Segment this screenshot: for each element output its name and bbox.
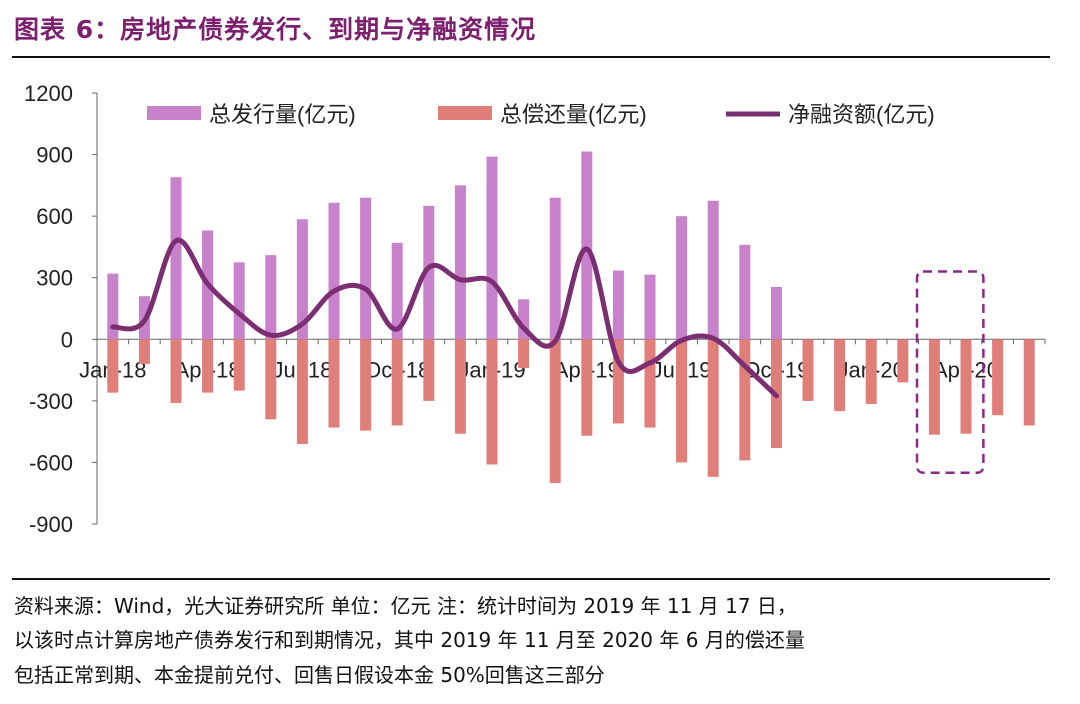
issuance-bar — [296, 219, 308, 340]
repayment-bar — [549, 339, 561, 483]
issuance-bar — [423, 205, 435, 340]
y-tick-label: -300 — [29, 389, 73, 414]
annotation — [915, 270, 985, 474]
source-note-line3: 包括正常到期、本金提前兑付、回售日假设本金 50%回售这三部分 — [14, 663, 605, 687]
y-tick-label: 300 — [36, 266, 73, 291]
issuance-bar — [739, 244, 751, 340]
issuance-bar — [391, 242, 403, 340]
issuance-bar — [549, 197, 561, 340]
repayment-bar — [518, 339, 530, 369]
issuance-bar — [107, 273, 119, 340]
repayment-bar — [834, 339, 846, 412]
repayment-bar — [202, 339, 214, 393]
repayment-bar — [138, 339, 150, 364]
legend-label: 净融资额(亿元) — [788, 102, 935, 127]
y-tick-label: -900 — [29, 512, 73, 537]
legend-label: 总发行量(亿元) — [209, 102, 356, 127]
issuance-bar — [486, 156, 498, 340]
issuance-bar — [265, 255, 277, 340]
title-rule — [12, 56, 1050, 58]
repayment-bar — [644, 339, 656, 428]
issuance-bar — [170, 177, 182, 340]
repayment-bar — [802, 339, 814, 401]
repayment-bar — [170, 339, 182, 403]
legend-swatch — [147, 106, 201, 120]
repayment-bar — [107, 339, 119, 393]
issuance-bar — [581, 151, 593, 340]
source-note-line2: 以该时点计算房地产债券发行和到期情况，其中 2019 年 11 月至 2020 … — [14, 628, 805, 652]
net-line — [110, 237, 779, 399]
repayment-bar — [676, 339, 688, 463]
repayment-bar — [265, 339, 277, 420]
repayment-bar — [865, 339, 877, 404]
y-tick-label: 600 — [36, 204, 73, 229]
highlight-box — [915, 270, 985, 474]
repayment-bar — [328, 339, 340, 428]
repayment-bar — [360, 339, 372, 431]
legend-label: 总偿还量(亿元) — [500, 102, 647, 127]
y-tick-label: 0 — [61, 327, 73, 352]
issuance-bar — [707, 200, 719, 340]
repayment-bar — [960, 339, 972, 434]
repayment-bar — [296, 339, 308, 444]
source-rule — [12, 578, 1050, 580]
issuance-bar — [454, 185, 466, 340]
repayment-bar — [928, 339, 940, 435]
issuance-bar — [770, 286, 782, 340]
source-note-line1: 资料来源：Wind，光大证券研究所 单位：亿元 注：统计时间为 2019 年 1… — [14, 594, 797, 618]
y-tick-label: 1200 — [24, 81, 73, 106]
y-tick-label: 900 — [36, 143, 73, 168]
repayment-bar — [897, 339, 909, 383]
figure-title: 图表 6：房地产债券发行、到期与净融资情况 — [14, 15, 537, 44]
issuance-bar — [233, 262, 245, 340]
net-financing-line — [110, 237, 779, 399]
repayment-bar — [707, 339, 719, 477]
issuance-bar — [612, 270, 624, 340]
issuance-bar — [644, 274, 656, 340]
repayment-bar — [739, 339, 751, 461]
repayment-bar — [391, 339, 403, 426]
chart: 12009006003000-300-600-900Jan-18Apr-18Ju… — [24, 81, 1046, 537]
repayment-bar — [233, 339, 245, 391]
issuance-bar — [518, 299, 530, 340]
repayment-bar — [1023, 339, 1035, 426]
issuance-bar — [360, 197, 372, 340]
repayment-bar — [992, 339, 1004, 416]
issuance-bar — [328, 202, 340, 340]
repayment-bar — [612, 339, 624, 424]
y-tick-label: -600 — [29, 450, 73, 475]
repayment-bar — [581, 339, 593, 436]
repayment-bar — [454, 339, 466, 434]
issuance-bar — [676, 216, 688, 340]
legend: 总发行量(亿元) 总偿还量(亿元) 净融资额(亿元) — [147, 102, 935, 127]
repayment-bar — [423, 339, 435, 401]
repayment-bar — [486, 339, 498, 465]
legend-swatch — [438, 106, 492, 120]
